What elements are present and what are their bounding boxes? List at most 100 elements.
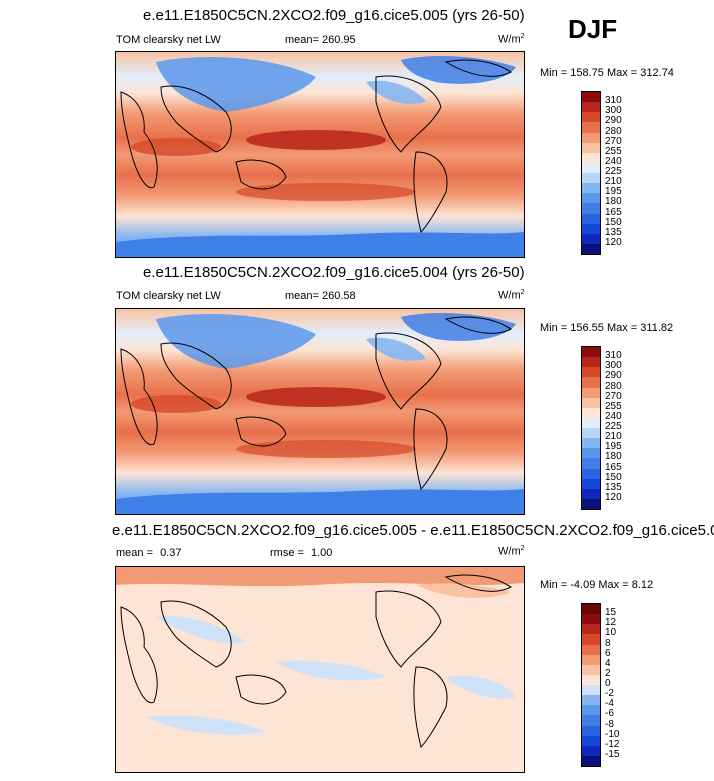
colorbar-swatch	[582, 488, 600, 499]
panel1-mean-value: 260.95	[322, 34, 356, 46]
panel1-antarctica	[116, 232, 524, 257]
panel1-map	[115, 51, 525, 258]
panel3-rmse-label: rmse =	[270, 547, 304, 559]
panel2-indian-warm	[131, 395, 221, 413]
colorbar-swatch	[582, 183, 600, 194]
colorbar-swatch	[582, 498, 600, 509]
colorbar-swatch	[582, 92, 600, 103]
colorbar-tick-label: 255	[605, 400, 622, 412]
colorbar-tick-label: 12	[605, 617, 617, 629]
colorbar-tick-label: 10	[605, 627, 617, 639]
colorbar-swatch	[582, 735, 600, 746]
colorbar-swatch	[582, 152, 600, 163]
colorbar-swatch	[582, 685, 600, 696]
colorbar-tick-label: 2	[605, 667, 611, 679]
colorbar-swatch	[582, 458, 600, 469]
panel3-rmse: rmse = 1.00	[270, 547, 332, 559]
panel1-arctic-cold	[401, 56, 516, 84]
colorbar-tick-label: 120	[605, 491, 622, 503]
colorbar-tick-label: -12	[605, 738, 620, 750]
colorbar-swatch	[582, 233, 600, 244]
colorbar-swatch	[582, 695, 600, 706]
colorbar-tick-label: 15	[605, 607, 617, 619]
panel2-pacific-warm	[246, 387, 386, 407]
panel2-mean-value: 260.58	[322, 290, 356, 302]
colorbar-tick-label: 6	[605, 647, 611, 659]
panel2-minmax: Min = 156.55 Max = 311.82	[540, 322, 674, 334]
panel2-title: e.e11.E1850C5CN.2XCO2.f09_g16.cice5.004 …	[143, 264, 525, 281]
panel3-map	[115, 566, 525, 773]
colorbar-swatch	[582, 468, 600, 479]
colorbar-tick-label: 280	[605, 125, 622, 137]
colorbar-tick-label: 165	[605, 206, 622, 218]
colorbar-tick-label: 270	[605, 135, 622, 147]
colorbar-swatch	[582, 223, 600, 234]
colorbar-tick-label: 165	[605, 461, 622, 473]
colorbar-swatch	[582, 122, 600, 133]
colorbar-swatch	[582, 243, 600, 254]
colorbar-tick-label: -15	[605, 748, 620, 760]
panel3-arctic-warm	[116, 567, 524, 587]
colorbar-tick-label: 280	[605, 380, 622, 392]
colorbar-swatch	[582, 407, 600, 418]
panel1-na-cold	[366, 80, 426, 104]
colorbar-swatch	[582, 173, 600, 184]
panel1-coastlines	[120, 59, 512, 233]
colorbar-tick-label: 240	[605, 410, 622, 422]
panel1-mean-label: mean=	[285, 34, 319, 46]
colorbar-tick-label: 150	[605, 471, 622, 483]
colorbar-tick-label: 255	[605, 145, 622, 157]
colorbar-swatch	[582, 614, 600, 625]
panel1-map-svg	[116, 52, 524, 257]
colorbar-swatch	[582, 438, 600, 449]
colorbar-swatch	[582, 745, 600, 756]
panel3-asia-cool	[156, 616, 246, 644]
colorbar-tick-label: -2	[605, 688, 614, 700]
colorbar-tick-label: 135	[605, 481, 622, 493]
colorbar-swatch	[582, 397, 600, 408]
panel3-mean-value: 0.37	[160, 547, 182, 559]
panel2-asia-cold	[156, 314, 316, 369]
colorbar-swatch	[582, 347, 600, 358]
panel3-minmax: Min = -4.09 Max = 8.12	[540, 579, 654, 591]
colorbar-swatch	[582, 387, 600, 398]
panel3-atlantic-cool	[446, 675, 516, 699]
panel1-title: e.e11.E1850C5CN.2XCO2.f09_g16.cice5.005 …	[143, 7, 525, 24]
panel3-colorbar	[581, 603, 601, 767]
panel2-mean: mean= 260.58	[285, 290, 356, 302]
colorbar-tick-label: 0	[605, 678, 611, 689]
panel1-sh-warm	[236, 183, 416, 201]
panel2-arctic-cold	[401, 313, 516, 341]
colorbar-swatch	[582, 102, 600, 113]
colorbar-swatch	[582, 417, 600, 428]
colorbar-tick-label: 290	[605, 370, 622, 382]
colorbar-tick-label: 210	[605, 431, 622, 443]
panel3-rmse-value: 1.00	[311, 547, 333, 559]
panel1-mean: mean= 260.95	[285, 34, 356, 46]
colorbar-tick-label: 195	[605, 441, 622, 453]
colorbar-swatch	[582, 448, 600, 459]
panel2-mean-label: mean=	[285, 290, 319, 302]
panel2-map	[115, 308, 525, 515]
colorbar-tick-label: 300	[605, 105, 622, 117]
panel2-variable: TOM clearsky net LW	[116, 290, 221, 302]
panel2-coastlines	[120, 316, 512, 490]
panel2-sh-warm	[236, 440, 416, 458]
colorbar-tick-label: 195	[605, 186, 622, 198]
colorbar-tick-label: 8	[605, 637, 611, 649]
colorbar-tick-label: -6	[605, 708, 614, 720]
colorbar-tick-label: 310	[605, 350, 622, 362]
panel3-units: W/m2	[498, 545, 525, 558]
panel2-colorbar	[581, 346, 601, 510]
season-label: DJF	[568, 14, 618, 44]
colorbar-swatch	[582, 357, 600, 368]
colorbar-tick-label: -10	[605, 728, 620, 740]
colorbar-swatch	[582, 132, 600, 143]
colorbar-swatch	[582, 112, 600, 123]
colorbar-swatch	[582, 674, 600, 685]
colorbar-tick-label: 210	[605, 176, 622, 188]
colorbar-swatch	[582, 604, 600, 615]
panel2-antarctica	[116, 489, 524, 514]
panel1-indian-warm	[131, 138, 221, 156]
colorbar-tick-label: 225	[605, 166, 622, 177]
